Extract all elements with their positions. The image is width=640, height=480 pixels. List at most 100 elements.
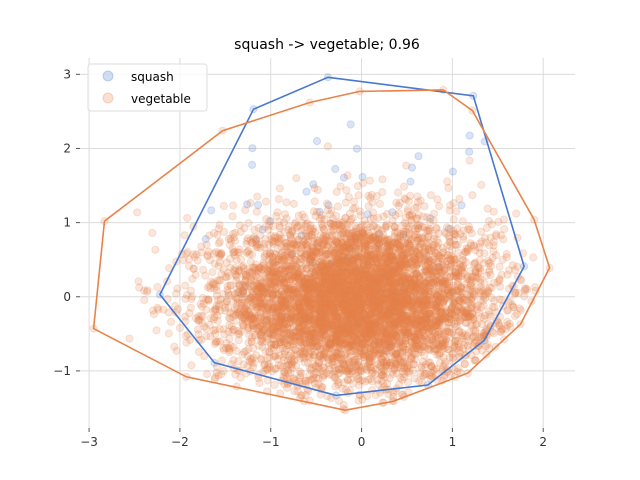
data-point-vegetable [373, 277, 382, 286]
data-point-vegetable [302, 243, 311, 252]
data-point-vegetable [204, 247, 213, 256]
data-point-vegetable [432, 271, 441, 280]
data-point-vegetable [354, 274, 363, 283]
data-point-vegetable [465, 156, 474, 165]
data-point-vegetable [217, 356, 226, 365]
data-point-vegetable [308, 375, 317, 384]
data-point-vegetable [445, 206, 454, 215]
data-point-vegetable [284, 286, 294, 295]
data-point-vegetable [365, 306, 374, 315]
data-point-vegetable [362, 311, 371, 320]
data-point-vegetable [334, 321, 343, 330]
data-point-vegetable [352, 311, 361, 320]
data-point-vegetable [434, 238, 443, 247]
data-point-squash [399, 283, 408, 292]
data-point-vegetable [347, 290, 357, 299]
data-point-vegetable [390, 238, 399, 247]
data-point-vegetable [228, 212, 237, 221]
data-point-squash [240, 283, 249, 292]
data-point-vegetable [369, 208, 378, 217]
data-point-vegetable [263, 323, 272, 332]
data-point-vegetable [395, 272, 405, 281]
data-point-vegetable [483, 340, 492, 349]
data-point-vegetable [390, 324, 399, 333]
data-point-squash [399, 230, 408, 239]
data-point-vegetable [404, 197, 413, 206]
data-point-vegetable [296, 391, 306, 400]
data-point-vegetable [322, 199, 332, 208]
data-point-vegetable [351, 226, 360, 236]
data-point-vegetable [371, 331, 380, 340]
data-point-vegetable [438, 278, 447, 287]
data-point-vegetable [250, 225, 259, 234]
data-point-vegetable [317, 281, 326, 290]
data-point-squash [465, 131, 474, 140]
data-point-vegetable [366, 310, 375, 319]
data-point-vegetable [236, 373, 245, 382]
data-point-vegetable [301, 316, 310, 325]
data-point-vegetable [293, 308, 302, 317]
data-point-vegetable [299, 326, 308, 335]
data-point-vegetable [252, 207, 261, 216]
data-point-squash [309, 180, 318, 189]
data-point-vegetable [303, 293, 312, 302]
data-point-vegetable [304, 309, 313, 318]
data-point-vegetable [290, 271, 300, 280]
data-point-vegetable [182, 338, 191, 347]
data-point-vegetable [453, 287, 462, 296]
data-point-vegetable [510, 311, 520, 321]
data-point-vegetable [404, 229, 414, 238]
data-point-squash [248, 160, 257, 169]
data-point-vegetable [394, 188, 403, 197]
data-point-vegetable [261, 288, 270, 297]
data-point-squash [363, 210, 372, 219]
data-point-vegetable [423, 259, 432, 268]
data-point-squash [350, 232, 359, 241]
data-point-vegetable [517, 276, 526, 285]
data-point-vegetable [360, 330, 369, 339]
data-point-vegetable [412, 311, 421, 320]
data-point-vegetable [180, 231, 189, 240]
data-point-vegetable [376, 318, 385, 327]
data-point-vegetable [274, 195, 283, 204]
data-point-vegetable [308, 325, 317, 334]
data-point-vegetable [468, 283, 478, 292]
data-point-vegetable [447, 308, 456, 317]
data-point-vegetable [277, 315, 286, 324]
data-point-vegetable [388, 252, 397, 261]
data-point-vegetable [325, 341, 334, 350]
data-point-squash [287, 250, 296, 259]
data-point-vegetable [513, 262, 522, 271]
data-point-vegetable [321, 290, 330, 299]
data-point-vegetable [310, 197, 319, 206]
data-point-squash [384, 308, 393, 317]
data-point-vegetable [378, 188, 387, 197]
data-point-vegetable [380, 234, 389, 243]
data-point-vegetable [332, 330, 341, 339]
data-point-vegetable [461, 248, 471, 257]
data-point-vegetable [406, 353, 415, 362]
data-point-vegetable [364, 323, 373, 332]
data-point-vegetable [450, 260, 459, 270]
data-point-vegetable [431, 321, 440, 330]
data-point-vegetable [463, 246, 472, 255]
data-point-vegetable [285, 341, 294, 350]
data-point-vegetable [410, 252, 419, 261]
data-point-vegetable [344, 193, 353, 202]
data-point-vegetable [320, 370, 329, 380]
data-point-vegetable [403, 289, 412, 299]
data-point-vegetable [140, 295, 149, 305]
data-point-vegetable [432, 303, 441, 312]
data-point-vegetable [291, 302, 300, 311]
data-point-squash [324, 201, 333, 210]
data-point-vegetable [401, 279, 410, 288]
data-point-vegetable [342, 257, 351, 267]
data-point-vegetable [444, 183, 453, 193]
data-point-vegetable [402, 316, 412, 325]
data-point-vegetable [377, 286, 386, 295]
data-point-vegetable [401, 306, 410, 315]
data-point-vegetable [420, 202, 429, 211]
data-point-vegetable [354, 274, 363, 283]
data-point-vegetable [228, 312, 237, 322]
data-point-vegetable [325, 219, 335, 228]
